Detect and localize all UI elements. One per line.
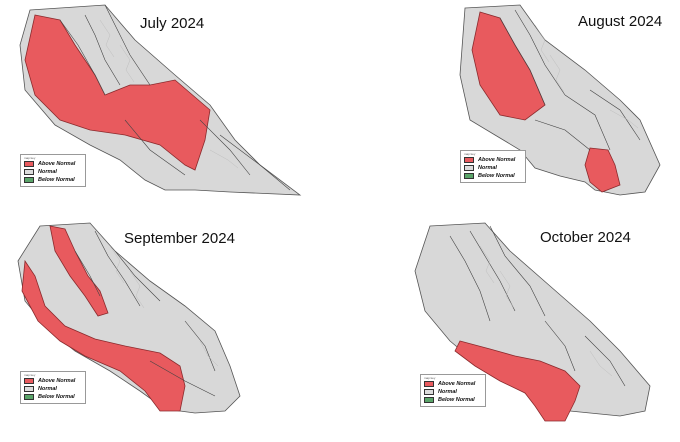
legend-swatch-normal — [24, 169, 34, 175]
map-legend: map key Above Normal Normal Below Normal — [420, 374, 486, 407]
region-highlight-south — [584, 147, 621, 193]
legend-item-below-normal: Below Normal — [24, 393, 82, 401]
legend-swatch-below-normal — [424, 397, 434, 403]
region-outline — [414, 222, 651, 417]
legend-item-above-normal: Above Normal — [424, 380, 482, 388]
map-july — [19, 4, 302, 196]
legend-heading: map key — [24, 156, 36, 160]
legend-swatch-normal — [424, 389, 434, 395]
map-panel-august: August 2024 map key Above Normal Normal … — [340, 0, 680, 221]
legend-item-normal: Normal — [464, 164, 522, 172]
region-highlight-south-band — [454, 340, 581, 422]
legend-swatch-above-normal — [24, 378, 34, 384]
map-legend: map key Above Normal Normal Below Normal — [460, 150, 526, 183]
terrain-texture — [479, 245, 613, 377]
legend-heading: map key — [424, 376, 436, 380]
map-legend: map key Above Normal Normal Below Normal — [20, 154, 86, 187]
map-panel-september: September 2024 map key Above Normal Norm… — [0, 221, 340, 442]
legend-heading: map key — [24, 373, 36, 377]
legend-swatch-below-normal — [24, 177, 34, 183]
map-september — [17, 222, 241, 414]
terrain-texture — [109, 245, 219, 367]
legend-swatch-above-normal — [464, 157, 474, 163]
map-title: September 2024 — [124, 230, 235, 247]
map-legend: map key Above Normal Normal Below Normal — [20, 371, 86, 404]
map-panel-july: July 2024 map key Above Normal Normal Be… — [0, 0, 340, 221]
region-boundaries — [74, 230, 216, 397]
legend-heading: map key — [464, 152, 476, 156]
region-boundaries — [449, 225, 626, 387]
map-title: July 2024 — [140, 15, 205, 32]
region-highlight-north-range — [49, 225, 109, 317]
terrain-texture — [99, 19, 239, 169]
legend-item-normal: Normal — [424, 388, 482, 396]
legend-item-above-normal: Above Normal — [24, 160, 82, 168]
map-august — [459, 4, 661, 196]
legend-swatch-above-normal — [424, 381, 434, 387]
legend-item-above-normal: Above Normal — [464, 156, 522, 164]
legend-swatch-above-normal — [24, 161, 34, 167]
legend-swatch-normal — [464, 165, 474, 171]
map-title: August 2024 — [578, 13, 663, 30]
legend-item-below-normal: Below Normal — [424, 396, 482, 404]
legend-swatch-below-normal — [24, 394, 34, 400]
map-october — [414, 222, 651, 422]
terrain-texture — [534, 24, 639, 129]
legend-item-normal: Normal — [24, 168, 82, 176]
region-boundaries — [499, 9, 641, 151]
map-title: October 2024 — [540, 229, 631, 246]
legend-item-below-normal: Below Normal — [24, 176, 82, 184]
legend-item-above-normal: Above Normal — [24, 377, 82, 385]
region-boundaries — [59, 4, 291, 191]
map-panel-october: October 2024 map key Above Normal Normal… — [340, 221, 680, 442]
legend-item-below-normal: Below Normal — [464, 172, 522, 180]
region-highlight-coast-band — [21, 259, 186, 412]
legend-swatch-normal — [24, 386, 34, 392]
legend-item-normal: Normal — [24, 385, 82, 393]
legend-swatch-below-normal — [464, 173, 474, 179]
